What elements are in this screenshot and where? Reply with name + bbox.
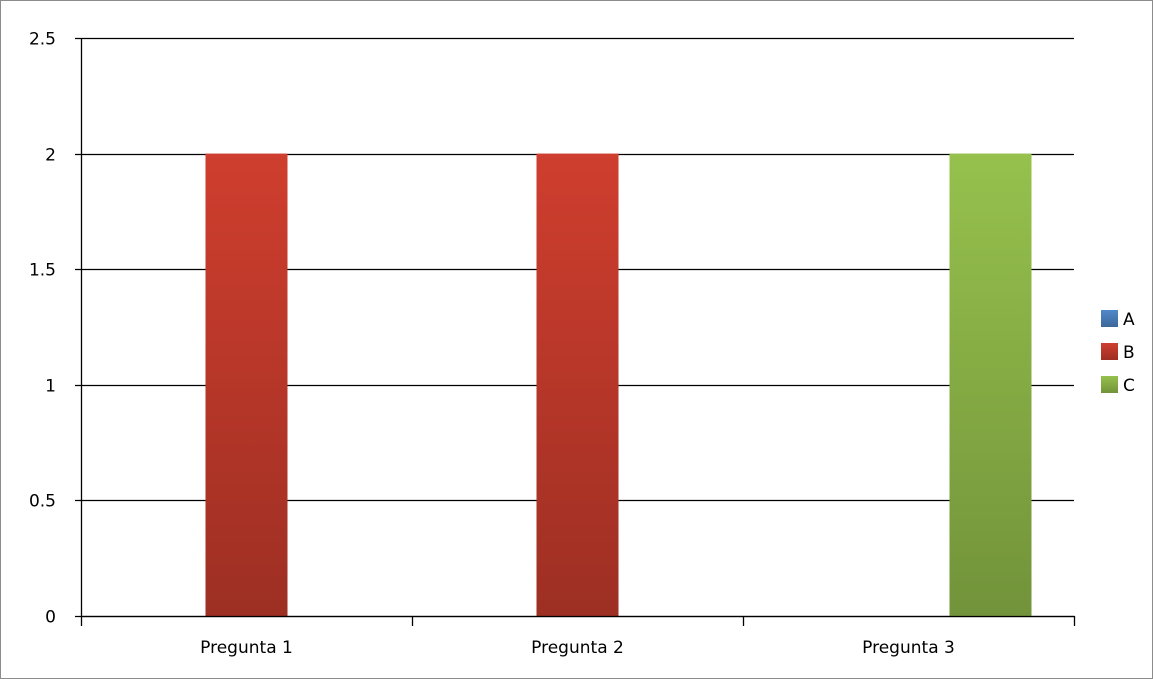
bar-c-3 — [949, 153, 1032, 616]
y-tick-label: 1.5 — [29, 261, 56, 281]
bar-b-1 — [205, 153, 288, 616]
y-tick-label: 0.5 — [29, 492, 56, 512]
legend: ABC — [1101, 310, 1135, 396]
legend-label-a: A — [1123, 310, 1135, 330]
axes: 0 0.5 1 1.5 2 2.5 Pregunta 1 Pregunta 2 Pregunta… — [29, 30, 1076, 658]
x-category-label: Pregunta 2 — [531, 638, 624, 658]
bars — [205, 153, 1032, 616]
y-tick-label: 1 — [45, 377, 56, 397]
x-category-label: Pregunta 1 — [200, 638, 293, 658]
y-tick-label: 0 — [45, 608, 56, 628]
x-category-label: Pregunta 3 — [862, 638, 955, 658]
legend-label-c: C — [1123, 376, 1135, 396]
legend-label-b: B — [1123, 343, 1135, 363]
legend-swatch-b — [1101, 343, 1118, 360]
bar-b-2 — [536, 153, 619, 616]
legend-swatch-c — [1101, 376, 1118, 393]
y-tick-label: 2.5 — [29, 30, 56, 50]
legend-swatch-a — [1101, 310, 1118, 327]
y-tick-label: 2 — [45, 146, 56, 166]
